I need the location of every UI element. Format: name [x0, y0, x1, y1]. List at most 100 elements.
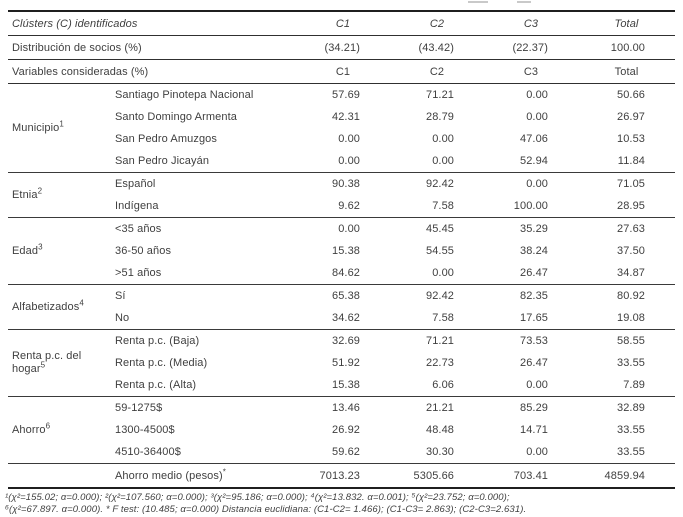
value-cell-total: 33.55: [616, 446, 646, 458]
group-footnote-marker: 6: [45, 420, 51, 430]
item-label: >51 años: [115, 267, 162, 279]
summary-label: Ahorro medio (pesos)*: [108, 463, 297, 489]
footnote-line-1: ¹(χ²=155.02; α=0.000); ²(χ²=107.560; α=0…: [5, 492, 510, 503]
distribution-c2: (43.42): [390, 35, 485, 60]
summary-asterisk: *: [222, 466, 226, 476]
group-label: Edad3: [8, 217, 108, 285]
value-cell-c1: 32.69: [296, 329, 391, 352]
variables-row: Variables consideradas (%) C1 C2 C3 Tota…: [8, 59, 676, 84]
header-col-total: Total: [578, 11, 676, 36]
value-cell-c1: 65.38: [296, 284, 391, 307]
variables-c1: C1: [296, 59, 391, 84]
group-label: Renta p.c. del hogar5: [8, 329, 108, 397]
value-cell-c2: 7.58: [432, 312, 455, 324]
item-label: No: [115, 312, 130, 324]
table-row: Renta p.c. (Alta) 15.38 6.06 0.00 7.89: [8, 374, 675, 397]
item-label: San Pedro Amuzgos: [115, 133, 217, 145]
item-label: 59-1275$: [108, 396, 297, 419]
summary-total: 4859.94: [578, 463, 676, 489]
value-cell-c1: 15.38: [331, 245, 361, 257]
value-cell-c3: 0.00: [484, 172, 579, 195]
group-footnote-marker: 2: [37, 185, 43, 195]
summary-label-text: Ahorro medio (pesos): [115, 469, 223, 482]
footnote-line-2: ⁶(χ²=67.897. α=0.000). * F test: (10.485…: [5, 503, 527, 515]
value-cell-c3: 52.94: [519, 155, 549, 167]
group-footnote-marker: 1: [59, 118, 64, 128]
value-cell-c1: 0.00: [338, 133, 361, 145]
value-cell-c3: 26.47: [519, 357, 549, 369]
value-cell-c3: 47.06: [519, 133, 549, 145]
value-cell-c1: 59.62: [331, 446, 361, 458]
value-cell-c2: 7.58: [432, 200, 455, 212]
value-cell-c2: 48.48: [425, 424, 455, 436]
value-cell-c2: 71.21: [390, 329, 485, 352]
table-row: Etnia2 Español 90.38 92.42 0.00 71.05: [8, 172, 676, 218]
distribution-total: 100.00: [578, 35, 676, 60]
item-label: 36-50 años: [115, 245, 172, 257]
value-cell-total: 71.05: [578, 172, 676, 195]
value-cell-c1: 34.62: [331, 312, 361, 324]
value-cell-c3: 35.29: [484, 217, 579, 240]
summary-row: Ahorro medio (pesos)* 7013.23 5305.66 70…: [8, 463, 676, 489]
value-cell-total: 80.92: [578, 284, 676, 307]
header-col-c1: C1: [296, 11, 391, 36]
value-cell-total: 27.63: [578, 217, 676, 240]
value-cell-c2: 30.30: [425, 446, 455, 458]
table-row: No 34.62 7.58 17.65 19.08: [8, 307, 675, 330]
item-label: 4510-36400$: [115, 446, 181, 458]
table-row: Edad3 <35 años 0.00 45.45 35.29 27.63: [8, 217, 676, 285]
value-cell-c1: 0.00: [338, 155, 361, 167]
value-cell-c2: 6.06: [432, 379, 455, 391]
table-row: Indígena 9.62 7.58 100.00 28.95: [8, 195, 675, 218]
table-head-rows: Clústers (C) identificados C1 C2 C3 Tota…: [8, 11, 676, 84]
table-row: Ahorro6 59-1275$ 13.46 21.21 85.29 32.89: [8, 396, 676, 464]
value-cell-c2: 54.55: [425, 245, 455, 257]
group-label-text: Municipio: [12, 121, 60, 134]
summary-c2: 5305.66: [390, 463, 485, 489]
group-label-text: Alfabetizados: [12, 300, 80, 313]
group-label-text: Etnia: [12, 188, 38, 201]
value-cell-total: 10.53: [616, 133, 646, 145]
group-label: Etnia2: [8, 172, 108, 218]
value-cell-c1: 90.38: [296, 172, 391, 195]
value-cell-total: 37.50: [616, 245, 646, 257]
group-footnote-marker: 4: [79, 297, 84, 307]
variables-total: Total: [578, 59, 676, 84]
group-label-text: Renta p.c. del hogar: [12, 350, 82, 375]
value-cell-c2: 45.45: [390, 217, 485, 240]
variables-c2: C2: [390, 59, 485, 84]
item-label: Español: [108, 172, 297, 195]
value-cell-c2: 71.21: [390, 83, 485, 106]
value-cell-c1: 0.00: [296, 217, 391, 240]
value-cell-c2: 0.00: [432, 155, 455, 167]
value-cell-c1: 57.69: [296, 83, 391, 106]
value-cell-c2: 92.42: [390, 284, 485, 307]
table-header-row: Clústers (C) identificados C1 C2 C3 Tota…: [8, 11, 676, 36]
value-cell-c3: 85.29: [484, 396, 579, 419]
value-cell-c2: 21.21: [390, 396, 485, 419]
table-row: 1300-4500$ 26.92 48.48 14.71 33.55: [8, 419, 675, 441]
value-cell-total: 28.95: [616, 200, 646, 212]
value-cell-c2: 22.73: [425, 357, 455, 369]
table-row: Santo Domingo Armenta 42.31 28.79 0.00 26.97: [8, 106, 675, 128]
value-cell-c1: 42.31: [331, 111, 361, 123]
value-cell-c1: 84.62: [331, 267, 361, 279]
summary-c3: 703.41: [484, 463, 579, 489]
distribution-c3: (22.37): [484, 35, 579, 60]
summary-empty-cell: [8, 463, 108, 489]
value-cell-c3: 0.00: [526, 446, 549, 458]
value-cell-c3: 0.00: [526, 111, 549, 123]
value-cell-total: 26.97: [616, 111, 646, 123]
item-label: <35 años: [108, 217, 297, 240]
value-cell-total: 58.55: [578, 329, 676, 352]
variables-c3: C3: [484, 59, 579, 84]
value-cell-c3: 0.00: [484, 83, 579, 106]
value-cell-c1: 9.62: [338, 200, 361, 212]
value-cell-c3: 73.53: [484, 329, 579, 352]
value-cell-c3: 0.00: [526, 379, 549, 391]
table-footnote: ¹(χ²=155.02; α=0.000); ²(χ²=107.560; α=0…: [5, 492, 677, 515]
item-label: Renta p.c. (Media): [115, 357, 208, 369]
summary-c1: 7013.23: [296, 463, 391, 489]
group-footnote-marker: 3: [38, 241, 43, 251]
